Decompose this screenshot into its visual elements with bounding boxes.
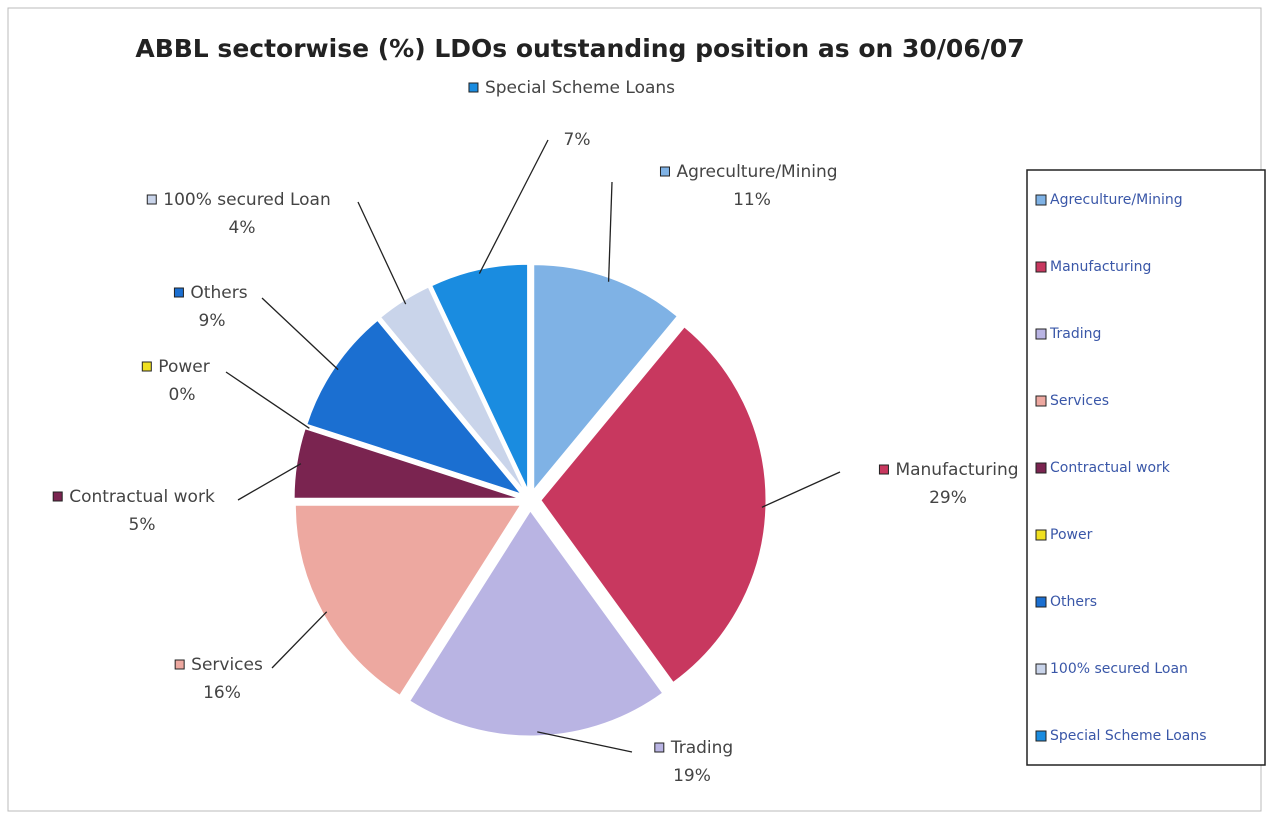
label-swatch xyxy=(141,361,152,372)
legend-swatch xyxy=(1035,395,1047,407)
label-swatch xyxy=(173,287,184,298)
slice-value-label: 4% xyxy=(229,218,256,238)
legend-label: Services xyxy=(1050,393,1109,409)
slice-value-label: 7% xyxy=(564,130,591,150)
slice-label: Manufacturing xyxy=(895,460,1018,480)
slice-value-label: 11% xyxy=(733,190,771,210)
legend-label: Contractual work xyxy=(1050,460,1171,476)
pie-slice xyxy=(294,504,522,696)
slice-value-label: 19% xyxy=(673,766,711,786)
legend-label: Power xyxy=(1050,527,1093,543)
leader-line xyxy=(237,463,302,501)
label-swatch xyxy=(878,464,889,475)
legend-swatch xyxy=(1035,462,1047,474)
label-swatch xyxy=(468,82,479,93)
slice-label: Power xyxy=(158,357,209,377)
legend-label: Trading xyxy=(1049,326,1101,342)
leader-line xyxy=(607,181,613,282)
label-swatch xyxy=(146,194,157,205)
leader-line xyxy=(357,201,407,305)
slice-label: Agreculture/Mining xyxy=(676,162,837,182)
legend-swatch xyxy=(1035,328,1047,340)
legend-swatch xyxy=(1035,194,1047,206)
legend-label: Special Scheme Loans xyxy=(1050,728,1207,744)
slice-label: Services xyxy=(191,655,263,675)
slice-label: 100% secured Loan xyxy=(163,190,330,210)
legend-label: Manufacturing xyxy=(1050,259,1151,275)
legend-swatch xyxy=(1035,730,1047,742)
legend-box xyxy=(1026,169,1266,766)
legend-label: 100% secured Loan xyxy=(1050,661,1188,677)
slice-value-label: 0% xyxy=(169,385,196,405)
slice-value-label: 29% xyxy=(929,488,967,508)
label-swatch xyxy=(52,491,63,502)
legend-swatch xyxy=(1035,596,1047,608)
leader-line xyxy=(478,139,549,274)
pie-slice xyxy=(409,510,664,737)
slice-value-label: 16% xyxy=(203,683,241,703)
leader-line xyxy=(261,297,339,371)
leader-line xyxy=(271,611,328,669)
label-swatch xyxy=(654,742,665,753)
slice-label: Special Scheme Loans xyxy=(485,78,675,98)
slice-label: Others xyxy=(190,283,247,303)
legend-label: Agreculture/Mining xyxy=(1050,192,1183,208)
leader-line xyxy=(537,731,633,753)
leader-line xyxy=(225,371,310,429)
slice-label: Contractual work xyxy=(69,487,215,507)
legend-swatch xyxy=(1035,261,1047,273)
pie-slice xyxy=(431,263,529,490)
label-swatch xyxy=(174,659,185,670)
leader-line xyxy=(761,471,841,508)
slice-value-label: 9% xyxy=(199,311,226,331)
pie-slice xyxy=(533,264,678,492)
pie-slice xyxy=(305,426,520,498)
label-swatch xyxy=(659,166,670,177)
slice-label: Trading xyxy=(670,738,733,758)
chart-title: ABBL sectorwise (%) LDOs outstanding pos… xyxy=(135,34,1024,63)
pie-slice xyxy=(540,326,767,684)
pie-slice xyxy=(293,428,520,499)
slice-value-label: 5% xyxy=(129,515,156,535)
legend-swatch xyxy=(1035,663,1047,675)
legend-label: Others xyxy=(1050,594,1097,610)
legend-swatch xyxy=(1035,529,1047,541)
